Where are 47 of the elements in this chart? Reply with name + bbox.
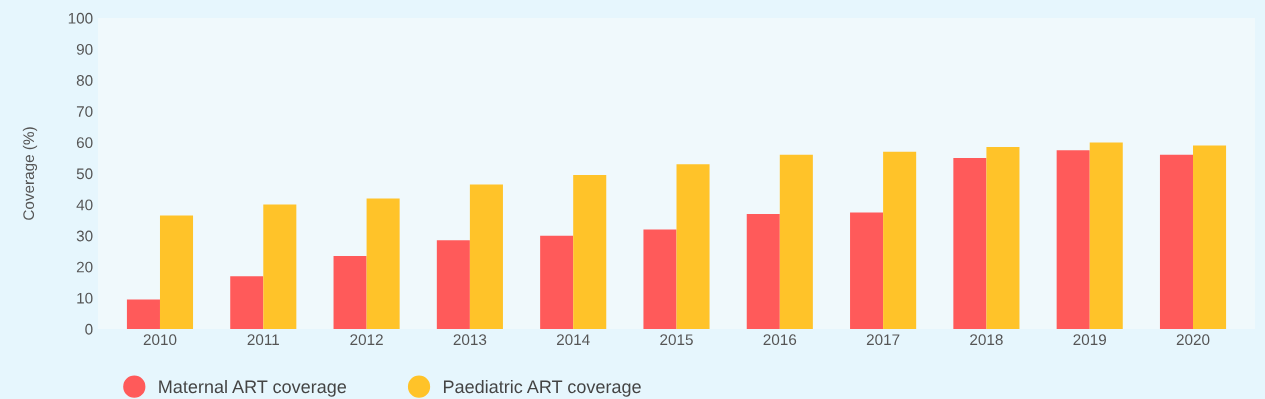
bar	[883, 151, 917, 329]
x-tick-label: 2018	[970, 334, 1003, 346]
x-tick-label: 2013	[453, 334, 487, 346]
bar	[1089, 142, 1123, 329]
bar	[159, 215, 194, 329]
x-tick-label: 2012	[350, 334, 383, 346]
legend-label: Maternal ART coverage	[159, 379, 347, 397]
x-tick-label: 2020	[1176, 334, 1210, 346]
bar	[643, 229, 677, 329]
y-tick-label: 80	[76, 75, 93, 86]
y-tick-label: 90	[76, 43, 93, 55]
bar	[230, 276, 264, 329]
bar	[850, 212, 884, 329]
bar	[779, 154, 813, 329]
x-tick-label: 2015	[660, 334, 693, 346]
bar	[746, 213, 780, 329]
bar	[1159, 154, 1194, 329]
bar	[366, 198, 400, 329]
y-tick-label: 70	[76, 106, 93, 117]
bar	[436, 240, 470, 329]
bar	[540, 235, 574, 329]
y-tick-label: 10	[77, 292, 93, 304]
bar	[986, 147, 1020, 329]
bar	[1056, 150, 1090, 329]
y-tick-label: 0	[85, 323, 93, 335]
y-tick-label: 60	[76, 137, 93, 149]
x-tick-label: 2016	[763, 334, 797, 346]
bar	[1193, 145, 1227, 329]
bar	[676, 164, 710, 329]
x-tick-label: 2019	[1073, 334, 1106, 346]
legend-label: Paediatric ART coverage	[443, 379, 641, 397]
bar	[263, 204, 297, 329]
y-tick-label: 100	[68, 12, 93, 24]
x-tick-label: 2017	[866, 334, 900, 346]
bar	[469, 184, 503, 329]
y-tick-label: 30	[76, 230, 93, 242]
bar	[333, 255, 367, 329]
y-axis-title: Coverage (%)	[22, 127, 38, 220]
y-tick-label: 40	[76, 199, 93, 211]
bar	[573, 175, 607, 329]
bar	[126, 299, 160, 329]
x-tick-label: 2010	[143, 334, 177, 346]
y-tick-label: 20	[76, 261, 93, 273]
bar	[953, 157, 987, 329]
x-tick-label: 2011	[247, 334, 279, 346]
y-tick-label: 50	[76, 168, 93, 180]
x-tick-label: 2014	[556, 334, 590, 346]
